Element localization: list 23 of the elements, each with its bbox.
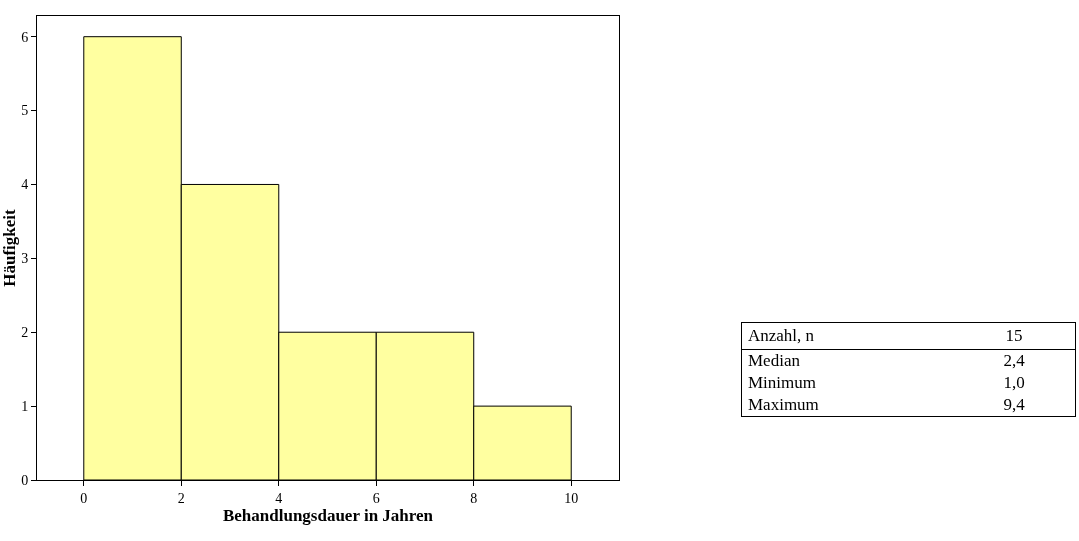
category-label: Anzahl, n — [741, 322, 953, 350]
y-tick-label: 6 — [21, 29, 29, 45]
category-label: Maximum — [747, 394, 820, 416]
y-tick-label: 0 — [21, 472, 29, 488]
x-axis-title: Behandlungsdauer in Jahren — [222, 506, 434, 526]
x-tick-label: 4 — [275, 490, 283, 506]
x-tick-label: 6 — [372, 490, 380, 506]
y-tick-label: 4 — [21, 177, 29, 193]
x-tick-label: 2 — [177, 490, 185, 506]
text: 1,0 — [1003, 373, 1025, 392]
y-tick-label: 3 — [21, 251, 29, 267]
y-tick-label: 2 — [21, 325, 29, 341]
text: 2,4 — [1003, 351, 1025, 370]
x-tick-label: 10 — [564, 490, 579, 506]
y-tick-label: 1 — [21, 399, 29, 415]
text: 15 — [1005, 326, 1023, 345]
text: 9,4 — [1003, 395, 1025, 414]
category-label: Median — [747, 350, 801, 372]
category-label: Minimum — [747, 372, 817, 394]
x-tick-label: 8 — [470, 490, 478, 506]
y-tick-label: 5 — [21, 103, 29, 119]
y-axis-title: Häufigkeit — [0, 208, 19, 287]
x-tick-label: 0 — [80, 490, 88, 506]
